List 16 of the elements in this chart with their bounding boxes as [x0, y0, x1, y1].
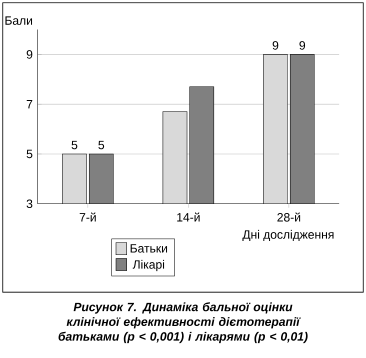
y-tick-label: 3	[26, 200, 32, 208]
data-label: 9	[272, 41, 278, 50]
y-tick-label: 7	[26, 100, 32, 108]
data-label: 9	[299, 41, 306, 50]
data-label: 5	[98, 140, 104, 150]
x-axis-title: Дні дослідження	[242, 230, 334, 242]
y-tick-label: 9	[26, 50, 32, 59]
x-tick-label: 14-й	[177, 212, 200, 222]
y-axis-title: Бали	[5, 16, 32, 25]
x-tick-label: 7-й	[80, 212, 96, 222]
x-tick-label: 28-й	[277, 212, 300, 222]
legend-label: Лікарі	[132, 260, 164, 272]
y-tick-label: 5	[26, 150, 32, 158]
data-label: 5	[72, 140, 78, 150]
legend-label: Батьки	[130, 244, 168, 253]
text: Рисунок 7. Динаміка бальної оцінки клінічної ефективності дієтотерапії батьками (p < 0,001) і лікарями (p < 0,01)	[58, 302, 308, 344]
